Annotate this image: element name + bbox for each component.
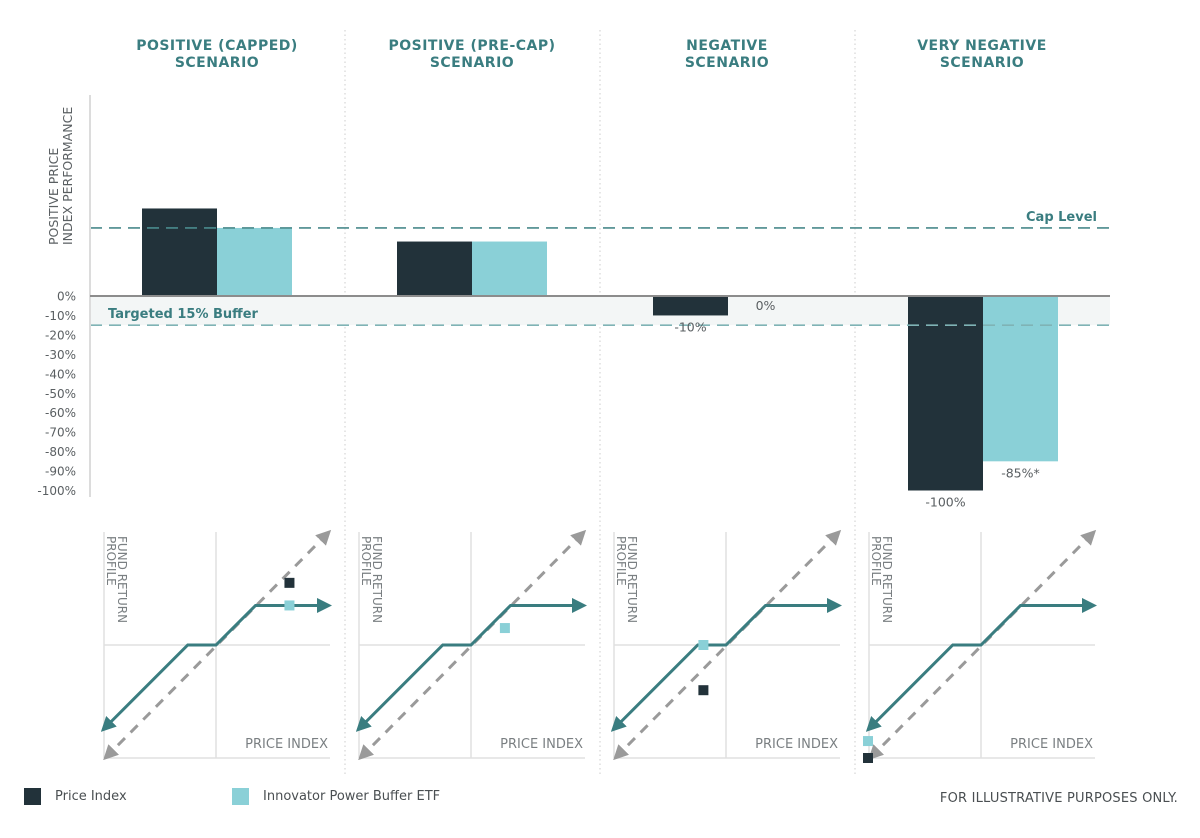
- legend-item-etf: Innovator Power Buffer ETF: [232, 788, 440, 805]
- bar-etf: [983, 296, 1058, 462]
- marker-price-index: [863, 753, 873, 763]
- bar-price-index: [397, 241, 472, 296]
- scenario-title-line: SCENARIO: [684, 55, 770, 71]
- bar-label-etf: 0%: [756, 298, 776, 313]
- legend-item-price-index: Price Index: [24, 788, 127, 805]
- profile-y-label-line1: FUND RETURN: [625, 536, 639, 623]
- scenario-title-very-negative: VERY NEGATIVE SCENARIO: [857, 38, 1107, 72]
- profile-y-label-line1: FUND RETURN: [370, 536, 384, 623]
- profile-x-label: PRICE INDEX: [500, 737, 583, 752]
- scenario-title-line: SCENARIO: [939, 55, 1025, 71]
- scenario-title-line: NEGATIVE: [686, 38, 768, 54]
- marker-etf: [698, 640, 709, 650]
- marker-etf: [499, 623, 510, 634]
- profile-y-label-line2: PROFILE: [104, 536, 118, 586]
- scenario-title-line: POSITIVE (PRE-CAP): [388, 38, 556, 54]
- fund-return-line: [355, 597, 587, 732]
- fund-return-line: [865, 597, 1097, 732]
- bar-price-index: [908, 296, 983, 491]
- y-tick-label: -90%: [45, 465, 76, 479]
- y-tick-label: -10%: [45, 309, 76, 323]
- y-tick-label: -70%: [45, 426, 76, 440]
- y-tick-label: -40%: [45, 367, 76, 381]
- bar-label-price-index: -10%: [674, 319, 706, 334]
- profile-y-label-line1: FUND RETURN: [115, 536, 129, 623]
- scenario-title-line: VERY NEGATIVE: [917, 38, 1047, 54]
- profile-x-label: PRICE INDEX: [245, 737, 328, 752]
- scenario-title-line: SCENARIO: [174, 55, 260, 71]
- scenario-title-positive-capped: POSITIVE (CAPPED) SCENARIO: [92, 38, 342, 72]
- legend-label-price-index: Price Index: [55, 789, 127, 804]
- y-tick-label: -20%: [45, 328, 76, 342]
- bars: [142, 208, 1058, 491]
- legend-label-etf: Innovator Power Buffer ETF: [263, 789, 441, 804]
- scenario-title-negative: NEGATIVE SCENARIO: [602, 38, 852, 72]
- legend-swatch-etf: [232, 788, 249, 805]
- marker-etf: [284, 600, 295, 611]
- y-axis-label-line1: POSITIVE PRICE: [46, 148, 61, 245]
- scenario-title-line: SCENARIO: [429, 55, 515, 71]
- bar-labels: -10% -100% 0% -85%*: [674, 298, 1039, 510]
- y-tick-label: -50%: [45, 387, 76, 401]
- y-tick-label: -100%: [37, 484, 76, 498]
- profile-y-label-line2: PROFILE: [359, 536, 373, 586]
- bar-etf: [217, 227, 292, 296]
- y-axis-ticks: 0% -10% -20% -30% -40% -50% -60% -70% -80% -90% -1…: [37, 290, 76, 499]
- fund-return-line: [100, 597, 332, 732]
- buffer-label: Targeted 15% Buffer: [108, 307, 259, 322]
- profile-y-label-line1: FUND RETURN: [880, 536, 894, 623]
- bar-price-index: [653, 296, 728, 316]
- scenario-title-line: POSITIVE (CAPPED): [136, 38, 298, 54]
- scenario-dividers: [344, 30, 856, 775]
- bar-price-index: [142, 208, 217, 296]
- scenario-title-positive-pre-cap: POSITIVE (PRE-CAP) SCENARIO: [347, 38, 597, 72]
- footnote: FOR ILLUSTRATIVE PURPOSES ONLY.: [939, 791, 1178, 806]
- marker-price-index: [284, 577, 295, 588]
- bar-label-etf: -85%*: [1001, 465, 1040, 480]
- profile-y-label-line2: PROFILE: [614, 536, 628, 586]
- marker-etf: [863, 736, 873, 747]
- y-tick-label: 0%: [57, 290, 76, 304]
- profile-x-label: PRICE INDEX: [755, 737, 838, 752]
- marker-price-index: [698, 685, 709, 696]
- profile-x-label: PRICE INDEX: [1010, 737, 1093, 752]
- cap-level-label: Cap Level: [1026, 210, 1097, 225]
- bar-label-price-index: -100%: [925, 495, 965, 510]
- y-axis-label-line2: INDEX PERFORMANCE: [60, 107, 75, 245]
- legend-swatch-price-index: [24, 788, 41, 805]
- y-tick-label: -80%: [45, 445, 76, 459]
- y-tick-label: -30%: [45, 348, 76, 362]
- y-tick-label: -60%: [45, 406, 76, 420]
- fund-return-line: [610, 597, 842, 732]
- profile-y-label-line2: PROFILE: [869, 536, 883, 586]
- bar-etf: [472, 241, 547, 296]
